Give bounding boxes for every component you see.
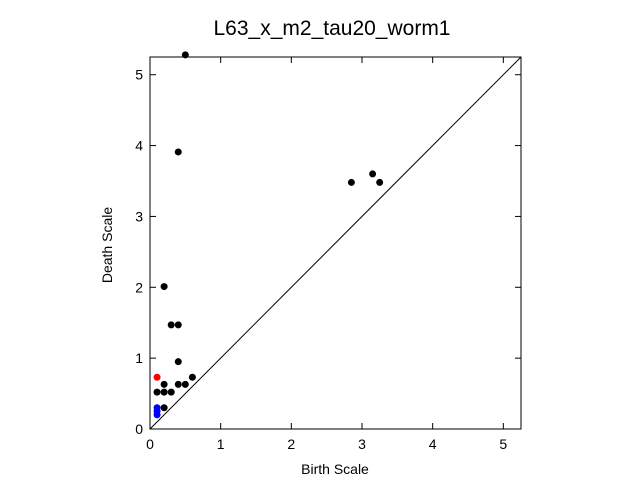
x-tick-label-5: 5 (499, 436, 507, 452)
data-point-s0-11 (174, 380, 182, 388)
data-point-s2-2 (153, 411, 161, 419)
data-point-s0-14 (160, 388, 168, 396)
data-point-s0-8 (174, 358, 182, 366)
data-point-s0-3 (369, 170, 377, 178)
data-point-s0-10 (160, 380, 168, 388)
x-tick-label-1: 1 (217, 436, 225, 452)
y-axis-label: Death Scale (99, 207, 115, 283)
x-tick-label-3: 3 (358, 436, 366, 452)
data-point-s0-2 (347, 178, 355, 186)
data-point-s0-1 (174, 148, 182, 156)
y-tick-label-5: 5 (135, 67, 143, 83)
data-point-s0-12 (181, 380, 189, 388)
y-tick-label-3: 3 (135, 208, 143, 224)
x-tick-label-0: 0 (146, 436, 154, 452)
y-tick-label-2: 2 (135, 279, 143, 295)
data-point-s0-9 (188, 373, 196, 381)
y-tick-label-0: 0 (135, 421, 143, 437)
data-point-s0-0 (181, 51, 189, 59)
y-tick-label-4: 4 (135, 138, 143, 154)
data-point-s0-4 (376, 178, 384, 186)
data-point-s0-15 (167, 388, 175, 396)
plot-frame (149, 56, 522, 430)
x-tick-label-2: 2 (287, 436, 295, 452)
x-axis-label: Birth Scale (301, 461, 369, 477)
plot-area: 0 1 2 3 4 5 0 1 2 3 4 5 (135, 51, 522, 452)
data-point-s0-13 (153, 388, 161, 396)
x-tick-label-4: 4 (429, 436, 437, 452)
data-point-s0-16 (160, 404, 168, 412)
data-point-s0-6 (167, 321, 175, 329)
data-point-s0-5 (160, 283, 168, 291)
data-point-s1-0 (153, 373, 161, 381)
y-tick-label-1: 1 (135, 350, 143, 366)
diagonal-line (149, 56, 522, 430)
data-point-s0-7 (174, 321, 182, 329)
chart-title: L63_x_m2_tau20_worm1 (214, 17, 451, 40)
